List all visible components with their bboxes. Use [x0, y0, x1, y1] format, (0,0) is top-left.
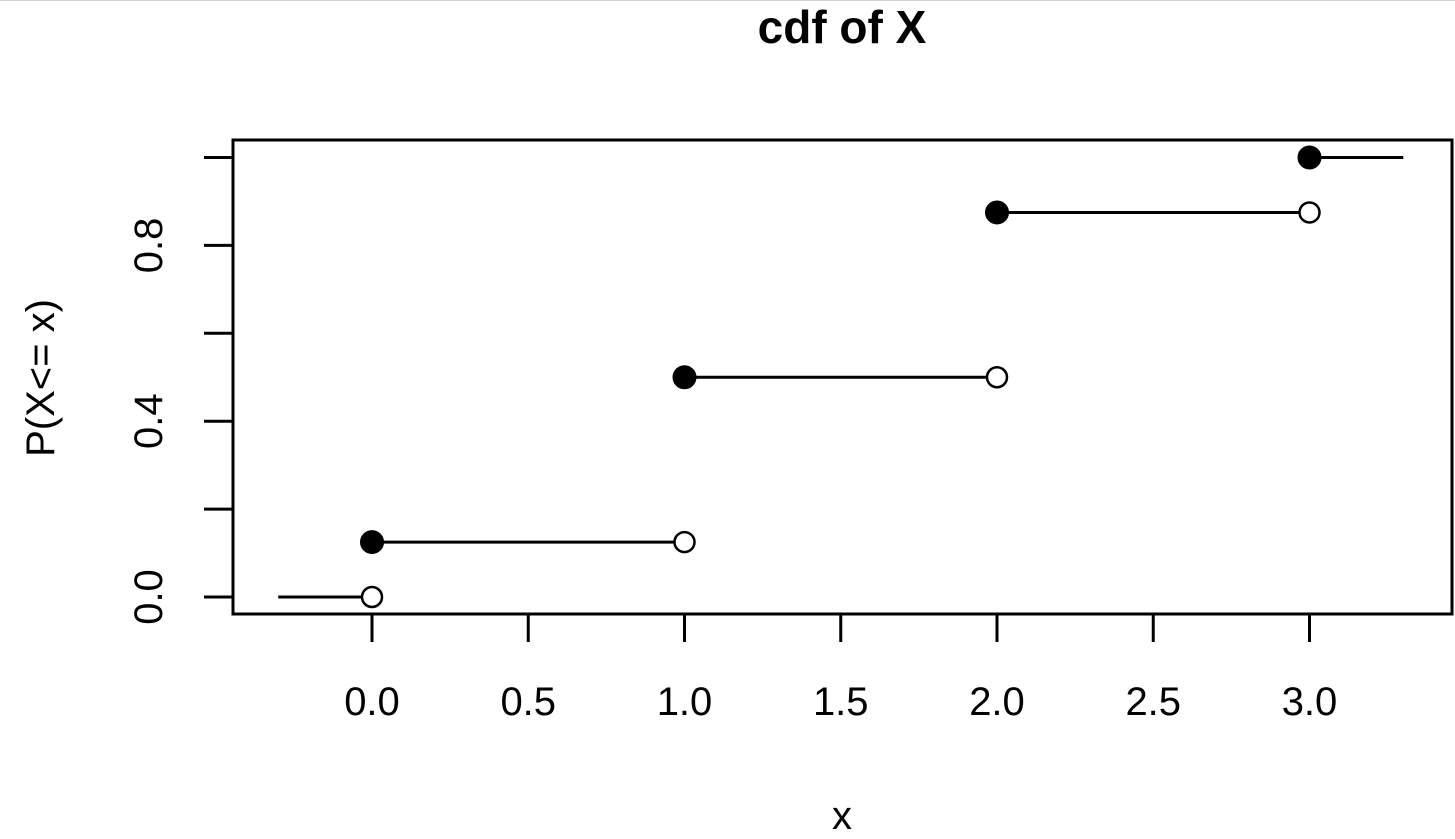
closed-point	[360, 530, 384, 555]
closed-point	[672, 365, 697, 390]
x-tick-label: 2.5	[1125, 680, 1181, 724]
plot-frame	[231, 138, 1454, 616]
x-tick-label: 1.5	[813, 680, 869, 724]
y-axis: 0.0 0.4 0.8	[127, 156, 233, 625]
open-point	[1298, 201, 1321, 224]
open-point	[985, 366, 1009, 389]
x-tick-label: 0.5	[500, 680, 556, 724]
closed-point	[1297, 145, 1322, 170]
x-axis: 0.0 0.5 1.0 1.5 2.0 2.5 3.0	[344, 614, 1337, 724]
open-point	[360, 585, 384, 609]
y-axis-label: P(X<= x)	[19, 299, 63, 457]
x-tick-label: 2.0	[969, 680, 1025, 724]
open-point	[673, 530, 696, 554]
chart-title: cdf of X	[758, 1, 927, 53]
y-tick-label: 0.0	[127, 569, 171, 625]
x-tick-label: 1.0	[657, 680, 713, 724]
x-tick-label: 0.0	[344, 680, 400, 724]
closed-point	[985, 200, 1009, 225]
y-tick-label: 0.4	[127, 393, 171, 449]
y-tick-label: 0.8	[127, 218, 171, 274]
cdf-series	[278, 145, 1404, 609]
x-tick-label: 3.0	[1282, 680, 1338, 724]
x-axis-label: x	[832, 794, 852, 834]
